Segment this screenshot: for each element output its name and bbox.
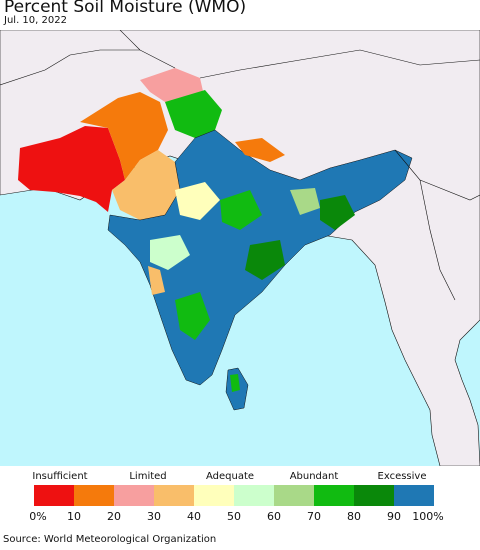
region-deccan-light (150, 235, 190, 270)
region-sri-lanka-green (230, 374, 240, 392)
legend-category: Abundant (289, 471, 339, 482)
legend-tick: 20 (107, 510, 121, 523)
region-north-green (165, 90, 222, 138)
country-borders (0, 30, 480, 301)
legend-swatch (314, 485, 354, 506)
legend-category: Adequate (205, 471, 255, 482)
legend-swatch (34, 485, 74, 506)
legend-category: Excessive (377, 471, 427, 482)
legend-swatch (194, 485, 234, 506)
region-nepal (235, 138, 285, 162)
legend-category: Limited (129, 471, 167, 482)
legend-tick: 70 (307, 510, 321, 523)
legend-swatch (394, 485, 434, 506)
legend-category: Insufficient (32, 471, 88, 482)
legend: Insufficient Limited Adequate Abundant Exces… (0, 466, 480, 526)
legend-tick: 50 (227, 510, 241, 523)
region-central-yellow (175, 182, 220, 220)
region-central-green (220, 190, 262, 230)
region-pakistan-orange (80, 92, 168, 180)
legend-tick: 40 (187, 510, 201, 523)
legend-swatch (274, 485, 314, 506)
map-title: Percent Soil Moisture (WMO) (4, 0, 247, 17)
legend-tick: 100% (412, 510, 444, 523)
region-south-green (175, 292, 210, 340)
region-east-patches (290, 188, 320, 215)
region-deccan-green (245, 240, 285, 280)
legend-swatch (354, 485, 394, 506)
legend-tick: 80 (347, 510, 361, 523)
map-date: Jul. 10, 2022 (4, 15, 67, 26)
region-west-coast (148, 266, 165, 295)
legend-tick: 0% (29, 510, 47, 523)
legend-tick: 60 (267, 510, 281, 523)
legend-swatch (234, 485, 274, 506)
soil-moisture-map (0, 30, 480, 466)
source-note: Source: World Meteorological Organizatio… (3, 534, 217, 545)
legend-tick: 90 (387, 510, 401, 523)
region-pakistan-dry (18, 126, 125, 212)
legend-swatch (154, 485, 194, 506)
legend-swatch (114, 485, 154, 506)
region-rajasthan (112, 150, 180, 220)
legend-swatch (74, 485, 114, 506)
region-bangladesh (320, 195, 355, 230)
legend-tick: 30 (147, 510, 161, 523)
legend-tick: 10 (67, 510, 81, 523)
